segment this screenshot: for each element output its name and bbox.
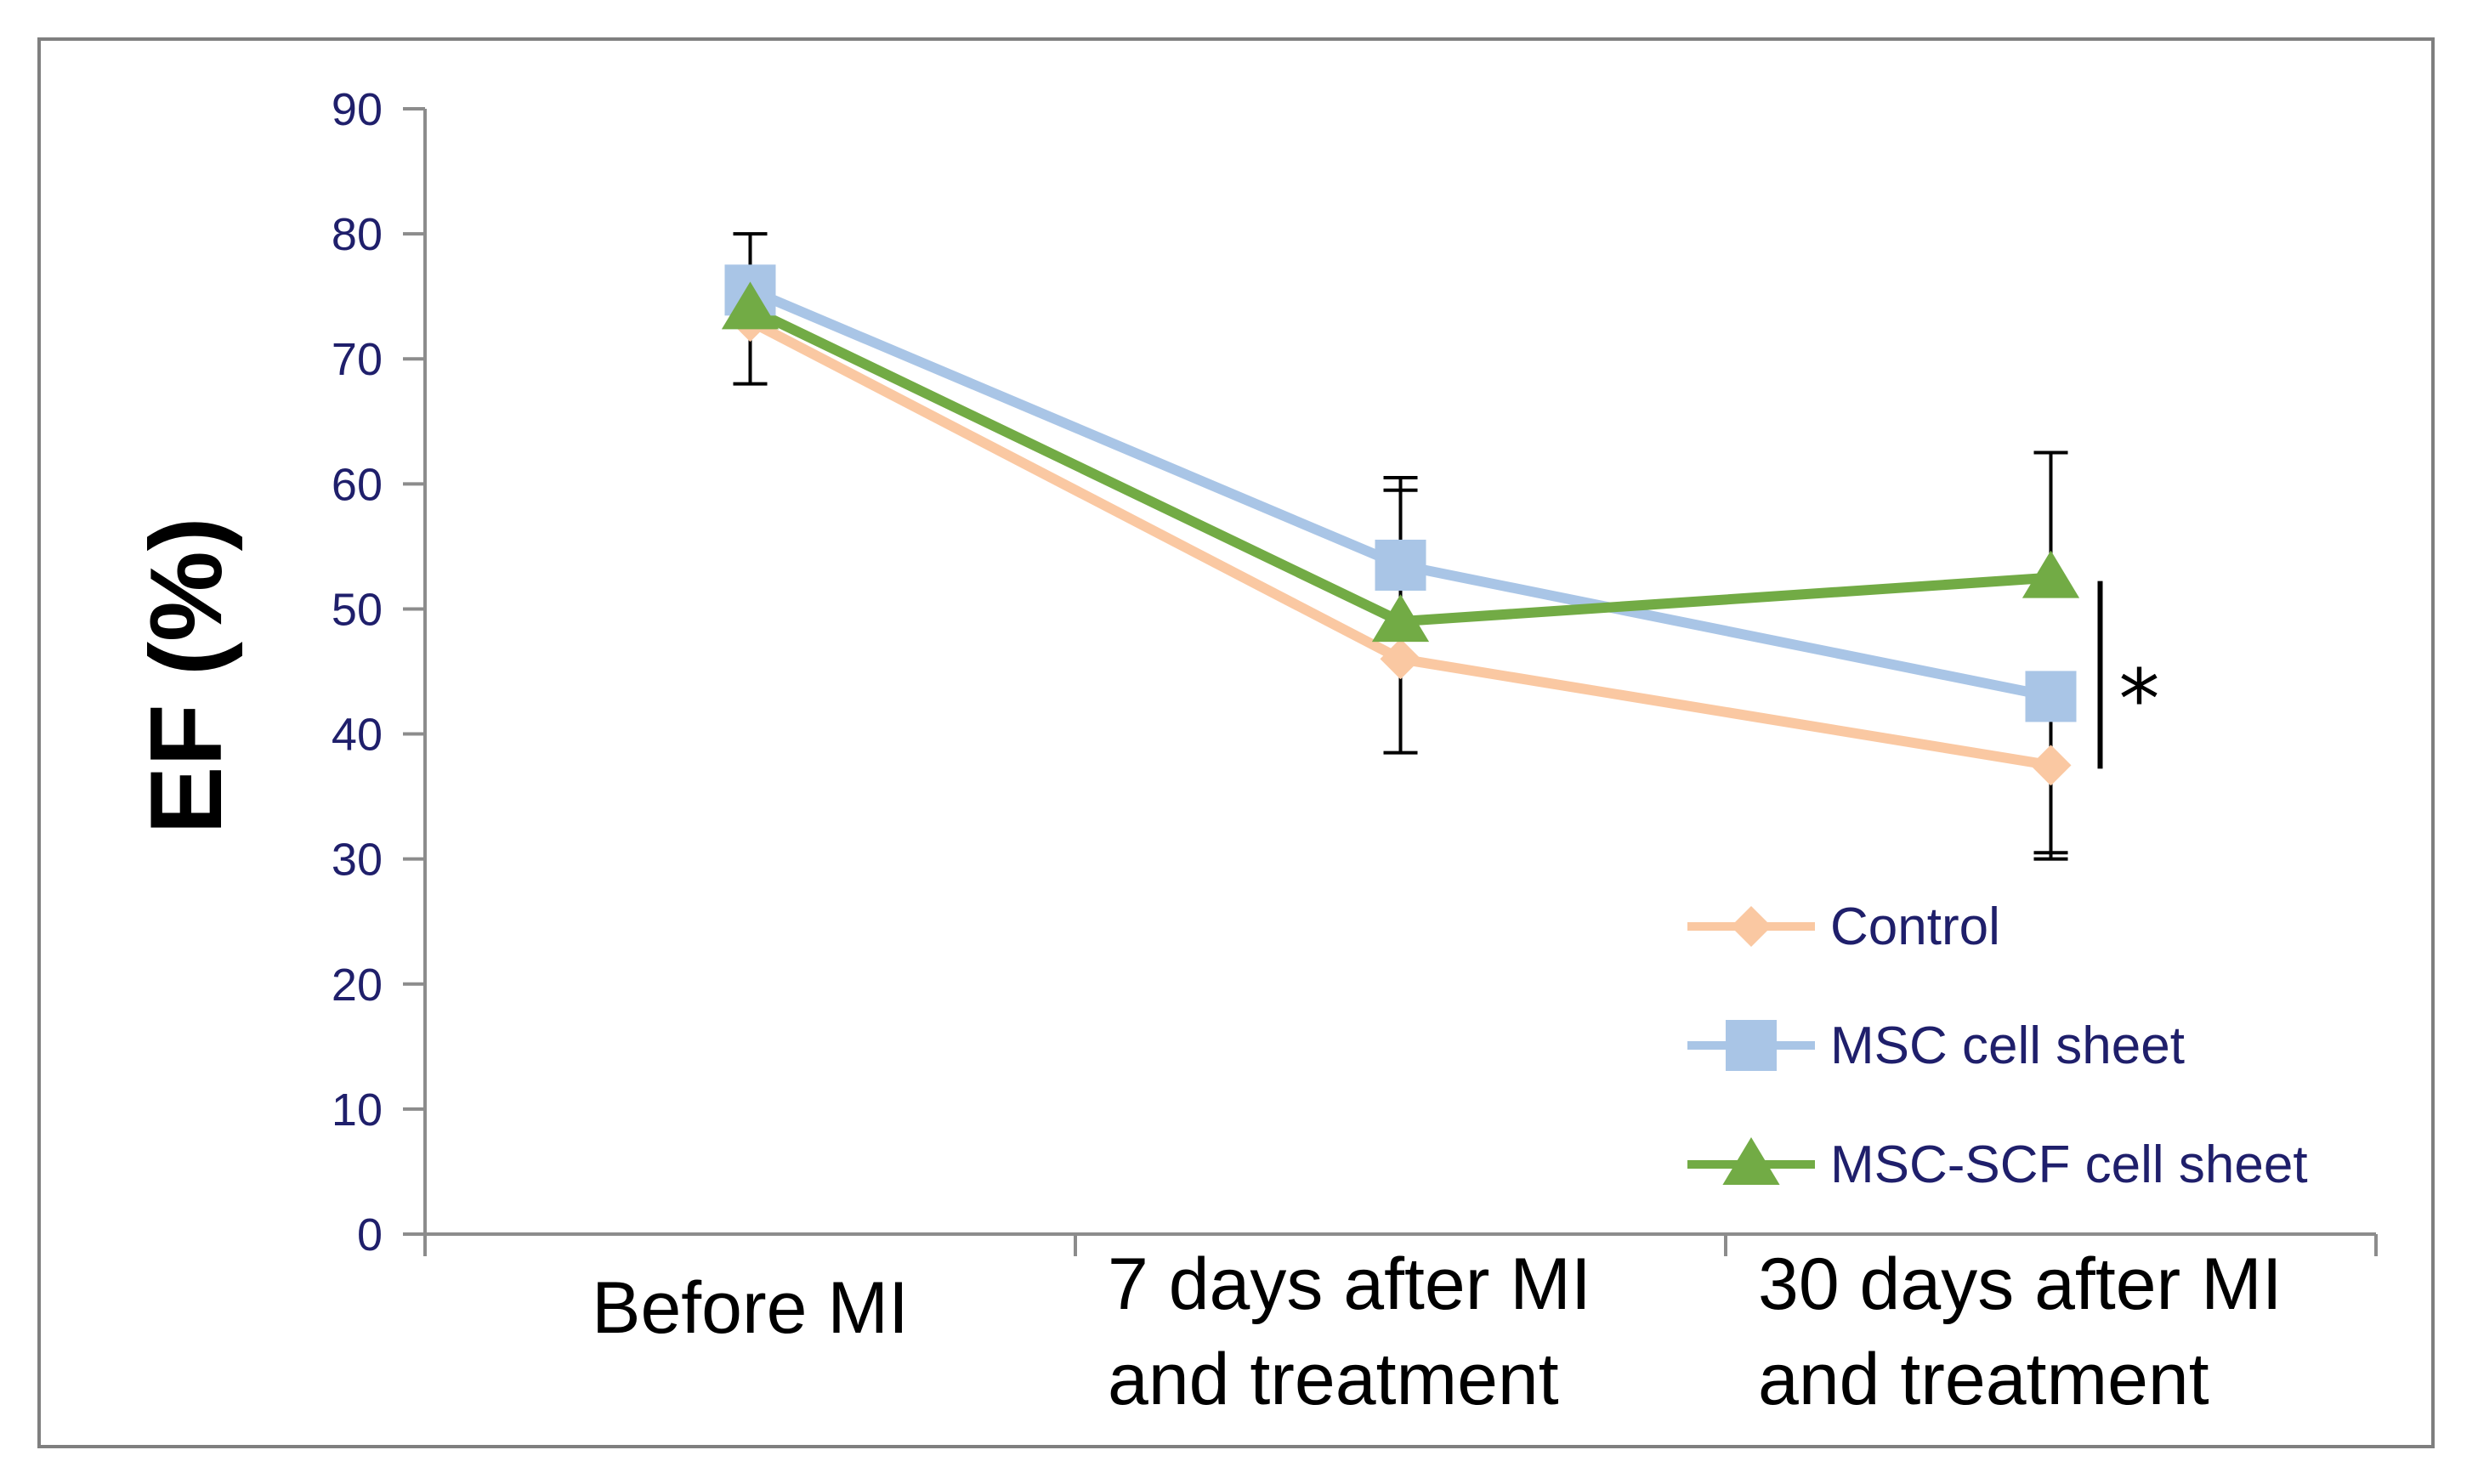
y-tick-label: 10 <box>332 1085 383 1136</box>
chart-frame <box>37 37 2435 1448</box>
point-msc-scf-cell-sheet <box>1371 594 1430 643</box>
y-tick-label: 50 <box>332 584 383 635</box>
x-tick-label: Before MI <box>592 1267 909 1349</box>
point-msc-cell-sheet <box>1375 539 1426 591</box>
axes <box>423 109 2376 1236</box>
annotations: * <box>2097 581 2160 769</box>
y-axis-label: EF (%) <box>129 517 243 834</box>
y-tick-label: 80 <box>332 209 383 260</box>
y-tick-label: 40 <box>332 710 383 761</box>
x-tick-label-line: 7 days after MI <box>1108 1243 1591 1325</box>
legend-label-msc-scf-cell-sheet: MSC-SCF cell sheet <box>1830 1136 2308 1194</box>
point-msc-cell-sheet <box>2025 671 2077 722</box>
x-axis-ticks: Before MI 7 days after MI and treatment30 … <box>423 1234 2378 1420</box>
y-tick-label: 30 <box>332 835 383 886</box>
legend-label-control: Control <box>1830 898 2000 956</box>
point-msc-scf-cell-sheet <box>721 281 780 330</box>
y-tick-label: 0 <box>357 1209 383 1260</box>
point-control <box>2030 745 2072 786</box>
series-markers <box>721 264 2080 786</box>
error-bars <box>733 232 2068 861</box>
legend: Control MSC cell sheet MSC-SCF cell sheet <box>1687 898 2308 1194</box>
y-tick-label: 60 <box>332 459 383 510</box>
legend-marker-msc-cell-sheet <box>1726 1020 1777 1071</box>
legend-marker-msc-scf-cell-sheet <box>1722 1137 1780 1185</box>
y-tick-label: 90 <box>332 84 383 135</box>
y-tick-label: 70 <box>332 334 383 385</box>
point-msc-scf-cell-sheet <box>2022 550 2080 598</box>
x-tick-label-line: and treatment <box>1108 1339 1559 1420</box>
legend-label-msc-cell-sheet: MSC cell sheet <box>1830 1017 2185 1075</box>
x-tick-label-line: Before MI <box>592 1267 909 1349</box>
y-tick-label: 20 <box>332 960 383 1011</box>
point-control <box>1380 638 1421 680</box>
x-tick-label-line: and treatment <box>1758 1339 2209 1420</box>
y-axis-ticks: 0 10 20 30 40 50 60 70 80 90 <box>332 84 425 1260</box>
x-tick-label-line: 30 days after MI <box>1758 1243 2282 1325</box>
significance-asterisk: * <box>2119 652 2160 747</box>
legend-marker-control <box>1731 906 1772 947</box>
x-tick-label: 30 days after MI and treatment <box>1758 1243 2282 1420</box>
x-tick-label: 7 days after MI and treatment <box>1108 1243 1591 1420</box>
